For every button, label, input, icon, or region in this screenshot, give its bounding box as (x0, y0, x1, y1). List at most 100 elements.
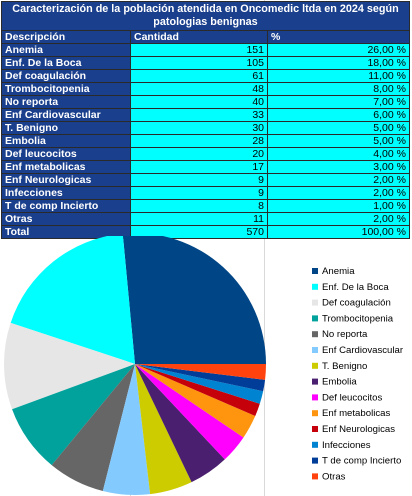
cell-quantity[interactable]: 105 (130, 56, 268, 70)
cell-percent[interactable]: 100,00 % (267, 225, 410, 239)
cell-percent[interactable]: 5,00 % (267, 121, 410, 135)
table-row: Enf. De la Boca 105 18,00 % (1, 56, 410, 70)
legend-label: Otras (322, 471, 346, 482)
legend-swatch (312, 331, 318, 338)
cell-quantity[interactable]: 9 (130, 186, 268, 200)
cell-description[interactable]: Enf. De la Boca (1, 56, 131, 70)
cell-quantity[interactable]: 28 (130, 134, 268, 148)
pie-slice[interactable] (4, 322, 136, 410)
legend-label: Embolia (322, 377, 357, 388)
header-description[interactable]: Descripción (1, 30, 131, 44)
cell-percent[interactable]: 26,00 % (267, 43, 410, 57)
cell-percent[interactable]: 2,00 % (267, 173, 410, 187)
pie-slice[interactable] (10, 236, 135, 364)
cell-quantity[interactable]: 17 (130, 160, 268, 174)
table-row: Otras 11 2,00 % (1, 212, 410, 226)
cell-percent[interactable]: 3,00 % (267, 160, 410, 174)
legend-label: No reporta (322, 329, 368, 340)
table-row: Enf Cardiovascular 33 6,00 % (1, 108, 410, 122)
legend-swatch (312, 378, 318, 385)
cell-percent[interactable]: 1,00 % (267, 199, 410, 213)
cell-quantity[interactable]: 11 (130, 212, 268, 226)
pie-slices (4, 236, 267, 495)
pie-slice[interactable] (135, 364, 192, 495)
legend-swatch (312, 347, 318, 353)
cell-description[interactable]: T de comp Incierto (1, 199, 131, 213)
legend-label: Enf. De la Boca (322, 282, 389, 293)
cell-description[interactable]: Enf metabolicas (1, 160, 131, 174)
cell-quantity[interactable]: 40 (130, 95, 268, 109)
pie-slice[interactable] (135, 364, 256, 438)
legend-label: Def coagulación (322, 298, 391, 309)
table-row: Enf Neurologicas 9 2,00 % (1, 173, 410, 187)
legend-label: Enf Neurologicas (322, 424, 395, 435)
legend-swatch (312, 473, 318, 480)
pie-slice[interactable] (102, 364, 151, 495)
cell-quantity[interactable]: 30 (130, 121, 268, 135)
legend-label: Anemia (322, 266, 355, 277)
cell-quantity[interactable]: 8 (130, 199, 268, 213)
data-table: Caracterización de la población atendida… (1, 1, 410, 239)
cell-description[interactable]: Otras (1, 212, 131, 226)
cell-percent[interactable]: 4,00 % (267, 147, 410, 161)
cell-description[interactable]: Total (1, 225, 131, 239)
cell-percent[interactable]: 2,00 % (267, 212, 410, 226)
table-row: Def leucocitos 20 4,00 % (1, 147, 410, 161)
pie-slice[interactable] (135, 364, 266, 392)
legend-label: T. Benigno (322, 361, 367, 372)
cell-quantity[interactable]: 61 (130, 69, 268, 83)
cell-quantity[interactable]: 20 (130, 147, 268, 161)
cell-description[interactable]: Enf Neurologicas (1, 173, 131, 187)
cell-description[interactable]: No reporta (1, 95, 131, 109)
pie-slice[interactable] (135, 364, 264, 404)
cell-percent[interactable]: 5,00 % (267, 134, 410, 148)
table-row: T. Benigno 30 5,00 % (1, 121, 410, 135)
chart-legend: Anemia Enf. De la Boca Def coagulación Trom… (312, 266, 404, 482)
cell-description[interactable]: Anemia (1, 43, 131, 57)
grid-line (264, 0, 265, 496)
legend-swatch (312, 410, 318, 417)
cell-percent[interactable]: 6,00 % (267, 108, 410, 122)
pie-slice[interactable] (135, 364, 260, 416)
pie-chart[interactable]: Anemia Enf. De la Boca Def coagulación Trom… (0, 236, 412, 496)
cell-percent[interactable]: 11,00 % (267, 69, 410, 83)
table-row: Infecciones 9 2,00 % (1, 186, 410, 200)
pie-slice[interactable] (12, 364, 135, 466)
pie-slice[interactable] (135, 364, 267, 380)
cell-quantity[interactable]: 570 (130, 225, 268, 239)
cell-quantity[interactable]: 9 (130, 173, 268, 187)
legend-label: T de comp Incierto (322, 456, 401, 467)
cell-quantity[interactable]: 151 (130, 43, 268, 57)
cell-quantity[interactable]: 33 (130, 108, 268, 122)
cell-percent[interactable]: 8,00 % (267, 82, 410, 96)
legend-swatch (312, 315, 318, 322)
cell-description[interactable]: Trombocitopenia (1, 82, 131, 96)
legend-label: Trombocitopenia (322, 313, 394, 324)
table-title: Caracterización de la población atendida… (1, 1, 410, 31)
cell-percent[interactable]: 18,00 % (267, 56, 410, 70)
legend-swatch (312, 299, 318, 306)
pie-slice[interactable] (135, 364, 225, 483)
legend-swatch (312, 362, 318, 369)
legend-swatch (312, 268, 318, 274)
table-row: Def coagulación 61 11,00 % (1, 69, 410, 83)
cell-description[interactable]: Infecciones (1, 186, 131, 200)
pie-slice[interactable] (51, 364, 135, 491)
cell-percent[interactable]: 2,00 % (267, 186, 410, 200)
cell-description[interactable]: Def coagulación (1, 69, 131, 83)
pie-slice[interactable] (135, 364, 244, 460)
cell-description[interactable]: Enf Cardiovascular (1, 108, 131, 122)
cell-quantity[interactable]: 48 (130, 82, 268, 96)
cell-percent[interactable]: 7,00 % (267, 95, 410, 109)
cell-description[interactable]: T. Benigno (1, 121, 131, 135)
table-row: Embolia 28 5,00 % (1, 134, 410, 148)
cell-description[interactable]: Embolia (1, 134, 131, 148)
header-quantity[interactable]: Cantidad (130, 30, 268, 44)
legend-swatch (312, 457, 318, 464)
legend-swatch (312, 426, 318, 432)
header-percent[interactable]: % (267, 30, 410, 44)
table-row: Trombocitopenia 48 8,00 % (1, 82, 410, 96)
pie-slice[interactable] (122, 236, 266, 364)
cell-description[interactable]: Def leucocitos (1, 147, 131, 161)
